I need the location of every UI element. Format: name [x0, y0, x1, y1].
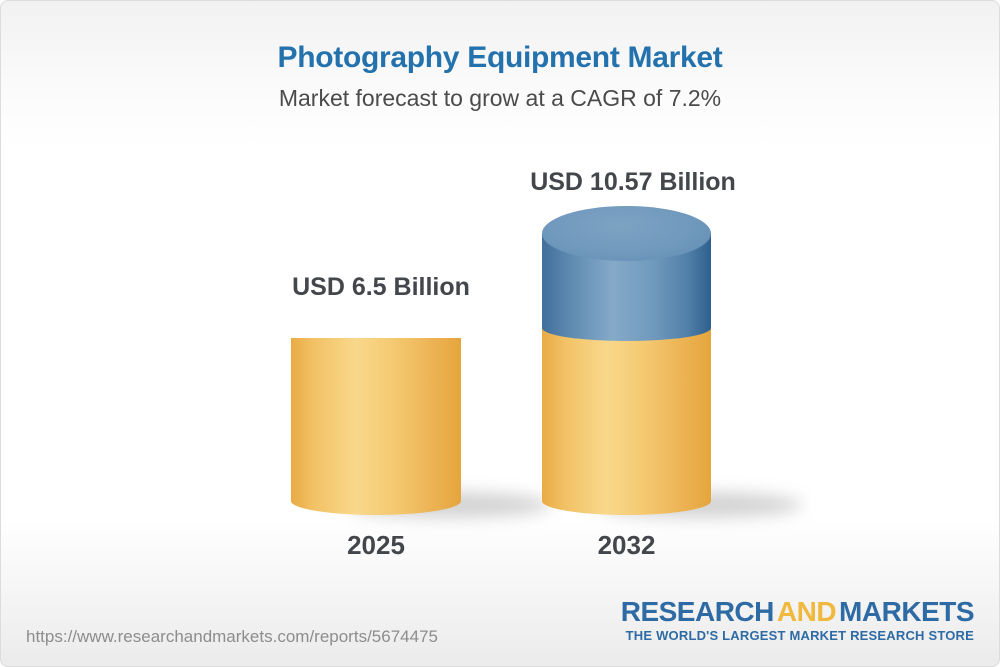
value-label-2025: USD 6.5 Billion — [292, 273, 470, 301]
page-subtitle: Market forecast to grow at a CAGR of 7.2… — [278, 85, 722, 111]
value-label-2032: USD 10.57 Billion — [530, 168, 736, 196]
report-url: https://www.researchandmarkets.com/repor… — [26, 627, 438, 646]
cylinder-2025-top — [291, 311, 461, 366]
logo-wordmark: RESEARCH AND MARKETS — [620, 596, 975, 627]
logo-word-and: AND — [776, 596, 837, 627]
logo-tagline: THE WORLD'S LARGEST MARKET RESEARCH STOR… — [625, 628, 974, 644]
cylinder-2025-body — [291, 338, 461, 515]
logo-word-research: RESEARCH — [620, 596, 775, 627]
category-label-2032: 2032 — [597, 530, 656, 560]
cylinder-2032-top — [542, 206, 711, 261]
page-title: Photography Equipment Market — [277, 41, 723, 74]
cylinder-2032-base-segment — [542, 327, 711, 515]
research-and-markets-logo: RESEARCH AND MARKETS THE WORLD'S LARGEST M… — [620, 596, 975, 644]
category-label-2025: 2025 — [347, 530, 405, 560]
logo-word-markets: MARKETS — [839, 596, 974, 627]
